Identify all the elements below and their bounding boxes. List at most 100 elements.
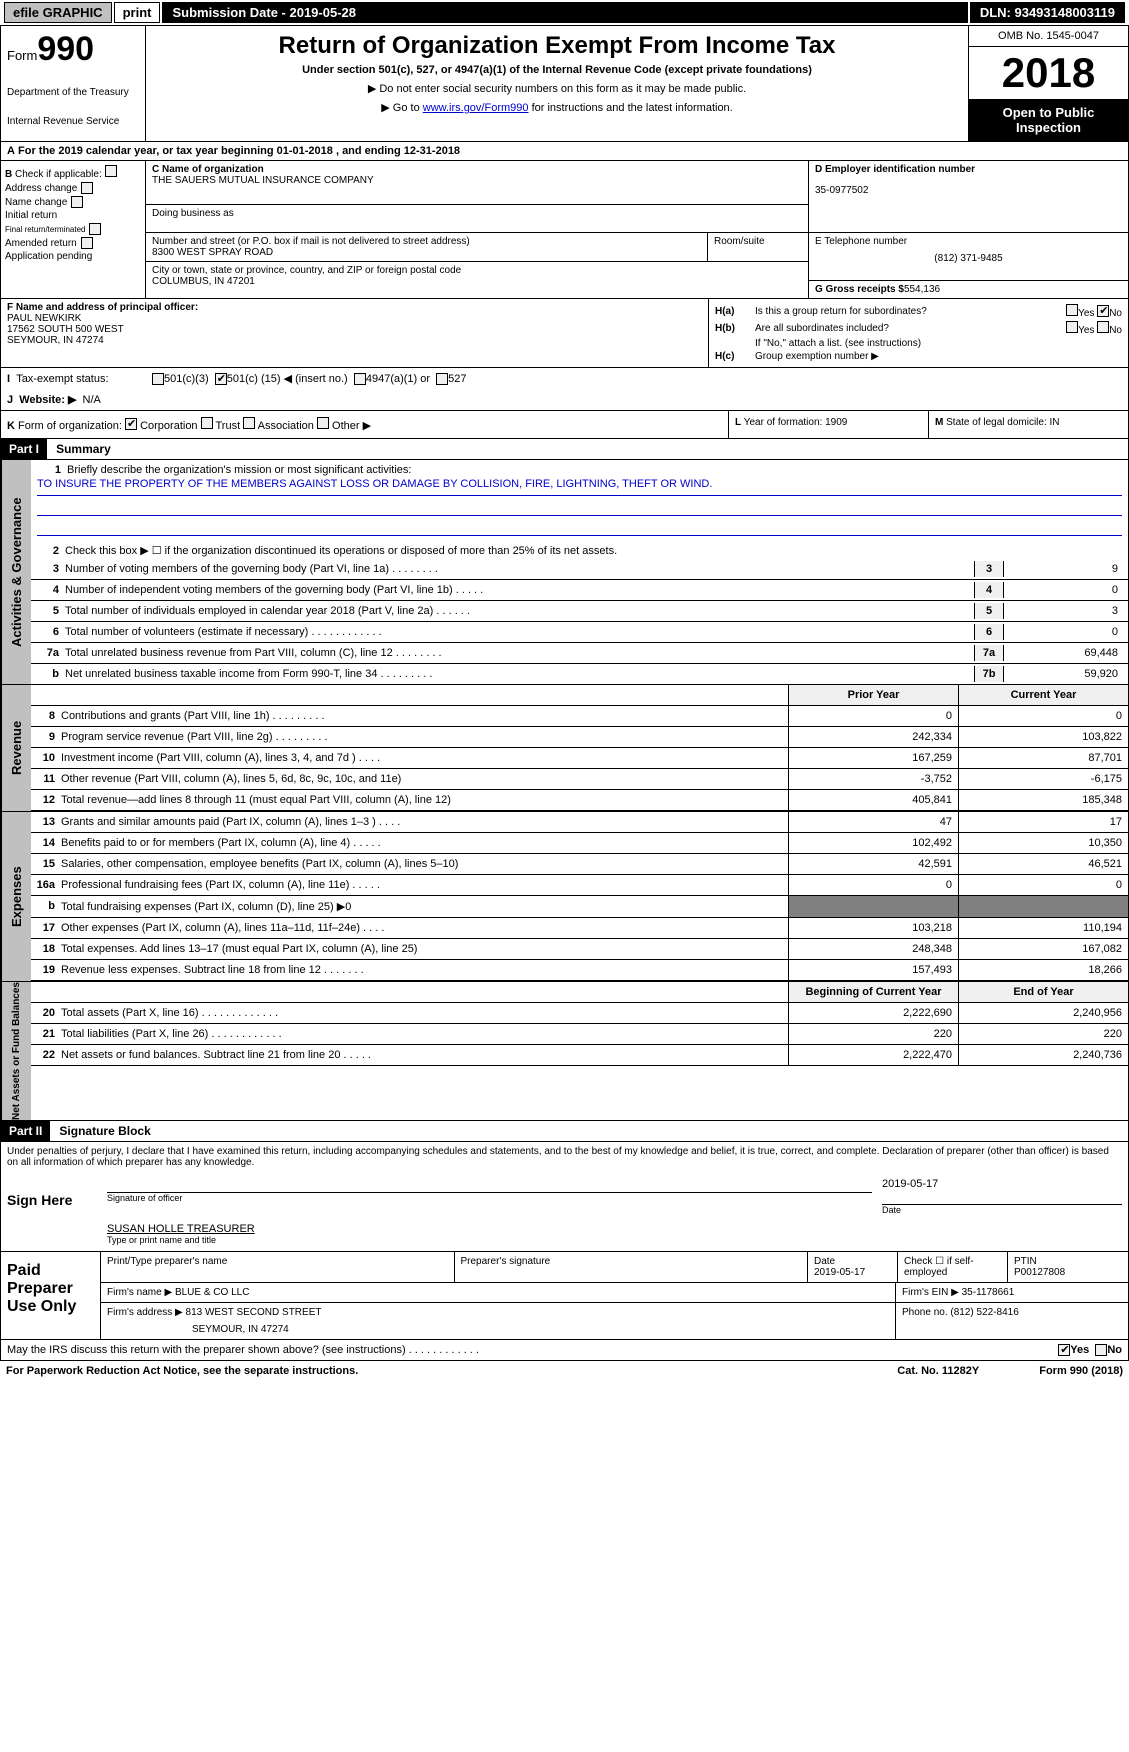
checkbox-icon[interactable] xyxy=(354,373,366,385)
irs-link[interactable]: www.irs.gov/Form990 xyxy=(423,102,529,114)
checkbox-checked-icon[interactable] xyxy=(1058,1344,1070,1356)
mission-text: TO INSURE THE PROPERTY OF THE MEMBERS AG… xyxy=(37,478,1122,496)
sidebar-expenses: Expenses xyxy=(1,812,31,981)
summary-line: 4Number of independent voting members of… xyxy=(31,580,1128,601)
ein-field: D Employer identification number 35-0977… xyxy=(809,161,1128,233)
sidebar-revenue: Revenue xyxy=(1,685,31,811)
checkbox-icon[interactable] xyxy=(1066,304,1078,316)
checkbox-icon[interactable] xyxy=(243,417,255,429)
chk-amended: Amended return xyxy=(5,238,77,249)
checkbox-icon[interactable] xyxy=(81,182,93,194)
col-f: F Name and address of principal officer:… xyxy=(1,299,708,367)
signature-block: Under penalties of perjury, I declare th… xyxy=(0,1142,1129,1252)
section-bcdeg: B Check if applicable: Address change Na… xyxy=(0,161,1129,299)
form-subtitle: Under section 501(c), 527, or 4947(a)(1)… xyxy=(152,64,962,76)
preparer-label: Paid Preparer Use Only xyxy=(1,1252,101,1339)
data-line: 21Total liabilities (Part X, line 26) . … xyxy=(31,1024,1128,1045)
checkbox-icon[interactable] xyxy=(81,237,93,249)
summary-line: 3Number of voting members of the governi… xyxy=(31,559,1128,580)
current-year-header: Current Year xyxy=(958,685,1128,705)
tel-field: E Telephone number (812) 371-9485 xyxy=(809,233,1128,281)
checkbox-checked-icon[interactable] xyxy=(125,418,137,430)
checkbox-icon[interactable] xyxy=(1095,1344,1107,1356)
row-k: K Form of organization: Corporation Trus… xyxy=(1,411,728,438)
checkbox-icon[interactable] xyxy=(1097,321,1109,333)
perjury-text: Under penalties of perjury, I declare th… xyxy=(1,1142,1128,1172)
data-line: 22Net assets or fund balances. Subtract … xyxy=(31,1045,1128,1066)
summary-line: bNet unrelated business taxable income f… xyxy=(31,664,1128,684)
checkbox-icon[interactable] xyxy=(1066,321,1078,333)
footer: For Paperwork Reduction Act Notice, see … xyxy=(0,1361,1129,1381)
year-columns-header: Prior Year Current Year xyxy=(31,685,1128,706)
checkbox-icon[interactable] xyxy=(152,373,164,385)
form-prefix: Form xyxy=(7,48,37,63)
row-a: A For the 2019 calendar year, or tax yea… xyxy=(0,142,1129,161)
sig-date-line: Date xyxy=(882,1204,1122,1215)
sidebar-governance: Activities & Governance xyxy=(1,460,31,684)
checkbox-icon[interactable] xyxy=(436,373,448,385)
part1-title: Summary xyxy=(50,439,117,459)
chk-addr-change: Address change xyxy=(5,183,77,194)
checkbox-checked-icon[interactable] xyxy=(1097,305,1109,317)
checkbox-icon[interactable] xyxy=(105,165,117,177)
org-name-field: C Name of organization THE SAUERS MUTUAL… xyxy=(146,161,808,205)
part1-badge: Part I xyxy=(1,439,47,459)
row-i: I Tax-exempt status: 501(c)(3) 501(c) (1… xyxy=(0,368,1129,389)
expenses-block: Expenses 13Grants and similar amounts pa… xyxy=(0,812,1129,982)
year-box: OMB No. 1545-0047 2018 Open to Public In… xyxy=(968,26,1128,141)
eoy-header: End of Year xyxy=(958,982,1128,1002)
open-public: Open to Public Inspection xyxy=(969,99,1128,141)
dba-field: Doing business as xyxy=(146,205,808,233)
signer-name: SUSAN HOLLE TREASURER xyxy=(107,1223,1122,1235)
part1-header-row: Part I Summary xyxy=(0,439,1129,460)
boy-header: Beginning of Current Year xyxy=(788,982,958,1002)
mission-blank-line xyxy=(37,518,1122,536)
data-line: 19Revenue less expenses. Subtract line 1… xyxy=(31,960,1128,981)
print-badge[interactable]: print xyxy=(114,2,161,23)
row-a-label: A xyxy=(7,145,15,157)
city-field: City or town, state or province, country… xyxy=(146,262,808,298)
checkbox-icon[interactable] xyxy=(89,223,101,235)
submission-date: Submission Date - 2019-05-28 xyxy=(162,2,967,23)
line2-text: Check this box ▶ ☐ if the organization d… xyxy=(65,544,1124,557)
summary-line: 6Total number of volunteers (estimate if… xyxy=(31,622,1128,643)
col-b: B Check if applicable: Address change Na… xyxy=(1,161,146,298)
chk-app-pending: Application pending xyxy=(5,251,92,262)
chk-final: Final return/terminated xyxy=(5,225,85,234)
summary-line: 7aTotal unrelated business revenue from … xyxy=(31,643,1128,664)
instruction-1: ▶ Do not enter social security numbers o… xyxy=(152,82,962,95)
row-a-text2: , and ending 12-31-2018 xyxy=(336,145,460,157)
form-header: Form990 Department of the Treasury Inter… xyxy=(0,25,1129,142)
sidebar-balance: Net Assets or Fund Balances xyxy=(1,982,31,1120)
omb-number: OMB No. 1545-0047 xyxy=(969,26,1128,47)
revenue-block: Revenue Prior Year Current Year 8Contrib… xyxy=(0,685,1129,812)
part2-badge: Part II xyxy=(1,1121,50,1141)
checkbox-icon[interactable] xyxy=(317,417,329,429)
gross-receipts: G Gross receipts $554,136 xyxy=(809,281,1128,298)
pra-notice: For Paperwork Reduction Act Notice, see … xyxy=(6,1365,358,1377)
summary-line: 5Total number of individuals employed in… xyxy=(31,601,1128,622)
tax-year: 2018 xyxy=(969,47,1128,99)
preparer-block: Paid Preparer Use Only Print/Type prepar… xyxy=(0,1252,1129,1340)
signer-name-label: Type or print name and title xyxy=(107,1235,1122,1245)
row-m: M State of legal domicile: IN xyxy=(928,411,1128,438)
data-line: 11Other revenue (Part VIII, column (A), … xyxy=(31,769,1128,790)
sign-here-label: Sign Here xyxy=(1,1172,101,1251)
governance-block: Activities & Governance 1 Briefly descri… xyxy=(0,460,1129,685)
chk-name-change: Name change xyxy=(5,197,67,208)
title-box: Return of Organization Exempt From Incom… xyxy=(146,26,968,141)
data-line: 13Grants and similar amounts paid (Part … xyxy=(31,812,1128,833)
row-klm: K Form of organization: Corporation Trus… xyxy=(0,411,1129,439)
discuss-row: May the IRS discuss this return with the… xyxy=(0,1340,1129,1361)
row-a-text1: For the 2019 calendar year, or tax year … xyxy=(18,145,333,157)
col-h: H(a) Is this a group return for subordin… xyxy=(708,299,1128,367)
balance-columns-header: Beginning of Current Year End of Year xyxy=(31,982,1128,1003)
checkbox-icon[interactable] xyxy=(201,417,213,429)
data-line: bTotal fundraising expenses (Part IX, co… xyxy=(31,896,1128,918)
mission-blank-line xyxy=(37,498,1122,516)
checkbox-icon[interactable] xyxy=(71,196,83,208)
checkbox-checked-icon[interactable] xyxy=(215,373,227,385)
section-fh: F Name and address of principal officer:… xyxy=(0,299,1129,368)
row-l: L Year of formation: 1909 xyxy=(728,411,928,438)
data-line: 10Investment income (Part VIII, column (… xyxy=(31,748,1128,769)
